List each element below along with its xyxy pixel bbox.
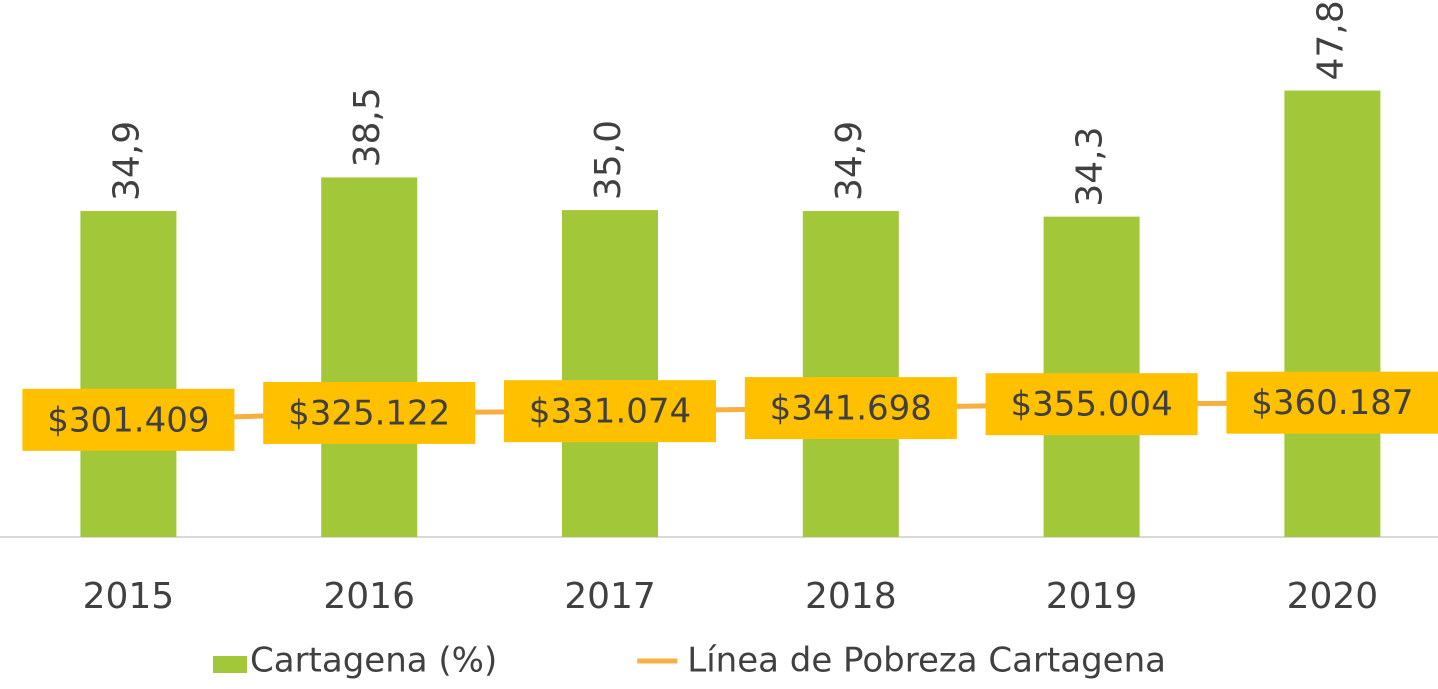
bar — [802, 211, 899, 537]
data-label-box — [22, 388, 235, 451]
legend-label: Cartagena (%) — [250, 641, 497, 681]
data-label: $360.187 — [1251, 383, 1413, 423]
data-label-box — [1226, 371, 1438, 434]
data-label-box — [744, 377, 957, 440]
data-label: 34,3 — [1070, 126, 1111, 206]
x-tick-label: 2017 — [564, 576, 656, 617]
data-label: 34,9 — [829, 121, 870, 201]
data-label-box — [263, 381, 476, 444]
data-label: 34,9 — [106, 121, 147, 201]
legend-swatch — [213, 656, 247, 673]
data-label: $301.409 — [47, 400, 209, 440]
x-tick-label: 2015 — [83, 576, 175, 617]
data-label: 47,8 — [1310, 0, 1351, 80]
data-label: $355.004 — [1010, 385, 1172, 425]
bar — [321, 177, 418, 537]
data-label-box — [985, 373, 1198, 436]
data-label: $331.074 — [529, 392, 691, 432]
x-tick-label: 2016 — [323, 576, 415, 617]
data-label: $325.122 — [288, 393, 450, 433]
bar — [80, 211, 177, 537]
data-label: $341.698 — [770, 389, 932, 429]
x-tick-label: 2020 — [1287, 576, 1379, 617]
x-tick-label: 2019 — [1046, 576, 1138, 617]
legend-label: Línea de Pobreza Cartagena — [687, 641, 1166, 681]
bar — [1284, 90, 1381, 537]
x-tick-label: 2018 — [805, 576, 897, 617]
data-label: 38,5 — [347, 87, 388, 167]
data-label-box — [504, 380, 716, 443]
bar — [562, 210, 658, 537]
data-label: 35,0 — [588, 120, 629, 200]
